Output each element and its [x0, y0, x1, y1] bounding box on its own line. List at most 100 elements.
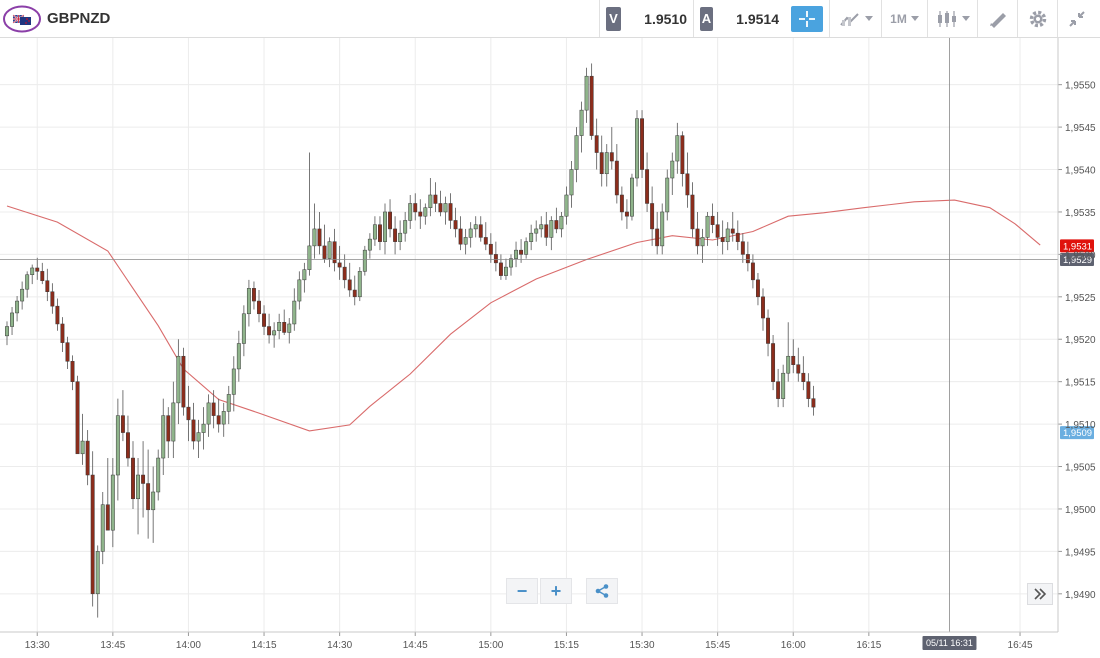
candle-body-down — [599, 152, 604, 175]
candle — [216, 398, 221, 433]
scroll-to-end-button[interactable] — [1027, 583, 1053, 605]
candle — [131, 441, 135, 509]
candle — [120, 390, 125, 442]
candle — [655, 211, 660, 255]
candle — [554, 207, 559, 234]
candle — [171, 381, 176, 459]
candle — [231, 356, 236, 412]
crosshair-button[interactable] — [791, 5, 823, 32]
collapse-button[interactable] — [1057, 0, 1095, 37]
candle-body-up — [362, 249, 367, 272]
candle-body-down — [483, 237, 488, 245]
candle-body-up — [700, 237, 705, 247]
candle — [25, 271, 30, 298]
candle — [680, 131, 685, 187]
candle — [206, 394, 211, 437]
candle — [544, 211, 549, 246]
candle — [181, 347, 186, 416]
candle — [539, 216, 544, 238]
candle-body-down — [609, 152, 614, 162]
x-tick-label: 14:15 — [252, 640, 277, 651]
sell-price-box[interactable]: V 1.9510 — [599, 0, 693, 37]
candle-body-up — [781, 372, 786, 399]
candle — [509, 254, 513, 276]
candle-body-up — [473, 224, 478, 230]
candle — [211, 390, 216, 429]
zoom-out-button[interactable]: − — [506, 578, 538, 604]
candle-body-down — [715, 224, 720, 238]
candle — [141, 441, 146, 518]
candle — [725, 222, 730, 251]
share-button[interactable] — [586, 578, 618, 604]
settings-button[interactable] — [1017, 0, 1057, 37]
candle — [332, 228, 337, 272]
candle — [700, 228, 705, 263]
price-chart[interactable]: 1,9531 1,9529 1,9509 05/11 16:31 1,9550 1,95… — [0, 38, 1100, 658]
candle-body-up — [630, 177, 634, 217]
candle-body-up — [151, 491, 156, 511]
candle — [514, 241, 518, 268]
candle-body-down — [252, 288, 256, 302]
candle — [110, 458, 115, 548]
timeframe-button[interactable]: 1M — [881, 0, 927, 37]
candle — [438, 190, 443, 217]
candle — [710, 203, 715, 234]
candle — [609, 127, 614, 170]
x-tick-label: 14:30 — [327, 640, 352, 651]
candle — [136, 458, 140, 535]
y-tick-label: 1,9520 — [1065, 335, 1096, 346]
candle-body-up — [277, 322, 282, 332]
y-tick-label: 1,9545 — [1065, 123, 1096, 134]
svg-text:1,9531: 1,9531 — [1063, 241, 1092, 252]
candle — [378, 216, 382, 251]
chart-type-button[interactable] — [927, 0, 977, 37]
scroll-to-end-icon — [1034, 588, 1047, 600]
candle-body-up — [327, 241, 332, 259]
candle-body-down — [413, 203, 418, 213]
candle-body-down — [126, 432, 130, 459]
candle-body-up — [110, 474, 115, 531]
buy-price: 1.9514 — [736, 10, 779, 27]
candle — [277, 313, 282, 340]
candle — [191, 402, 196, 450]
draw-tool-button[interactable] — [977, 0, 1017, 37]
candle-body-up — [423, 207, 428, 217]
candle — [685, 152, 690, 208]
buy-price-box[interactable]: A 1.9514 — [693, 0, 785, 37]
candle-body-up — [524, 241, 529, 255]
candle-body-down — [453, 220, 458, 230]
indicators-button[interactable] — [829, 0, 881, 37]
candle — [408, 194, 413, 229]
candle — [45, 268, 50, 302]
candle-body-down — [342, 266, 347, 281]
candle — [252, 281, 256, 310]
candle-body-down — [730, 228, 735, 234]
candle-body-down — [433, 194, 438, 204]
candle-body-down — [589, 75, 594, 136]
svg-text:05/11 16:31: 05/11 16:31 — [926, 638, 973, 648]
candle-body-down — [519, 249, 524, 255]
candle-body-up — [534, 228, 539, 234]
candle-body-down — [458, 228, 463, 245]
candle-body-up — [136, 474, 140, 500]
y-tick-label: 1,9530 — [1065, 250, 1096, 261]
candle — [458, 216, 463, 251]
candle-body-down — [347, 279, 352, 291]
candle-body-up — [574, 135, 579, 170]
candle — [115, 398, 120, 501]
x-tick-label: 15:30 — [630, 640, 655, 651]
candle — [246, 279, 251, 327]
candle — [534, 220, 539, 242]
x-tick-label: 15:00 — [478, 640, 503, 651]
candle-body-down — [650, 203, 655, 230]
candle-body-down — [645, 169, 650, 204]
candle — [574, 127, 579, 183]
candle-body-down — [55, 305, 60, 325]
candle-body-down — [640, 118, 644, 170]
flag-gb-nz-icon[interactable] — [3, 5, 41, 33]
candle — [75, 375, 80, 455]
candle-body-up — [30, 267, 35, 276]
candle-body-up — [398, 232, 403, 242]
zoom-in-button[interactable]: + — [540, 578, 572, 604]
